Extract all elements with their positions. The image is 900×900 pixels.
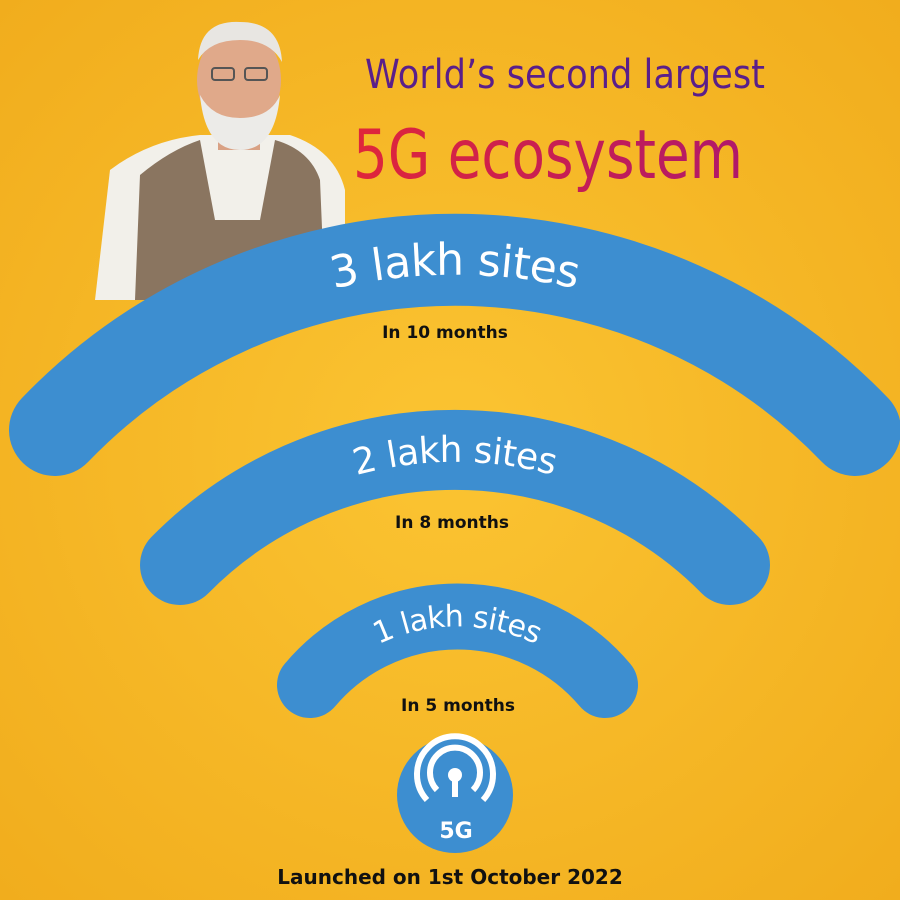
title-line1: World’s second largest <box>365 52 765 98</box>
arcs: 3 lakh sites 2 lakh sites 1 lakh sites <box>55 235 855 685</box>
footer: Launched on 1st October 2022 <box>277 865 622 889</box>
badge-label: 5G <box>439 819 472 844</box>
arc-period: In 8 months <box>395 513 509 533</box>
arc-period: In 5 months <box>401 696 515 716</box>
title-line2: 5G ecosystem <box>353 116 743 195</box>
badge: 5G <box>397 733 513 853</box>
arc-period: In 10 months <box>382 323 508 343</box>
